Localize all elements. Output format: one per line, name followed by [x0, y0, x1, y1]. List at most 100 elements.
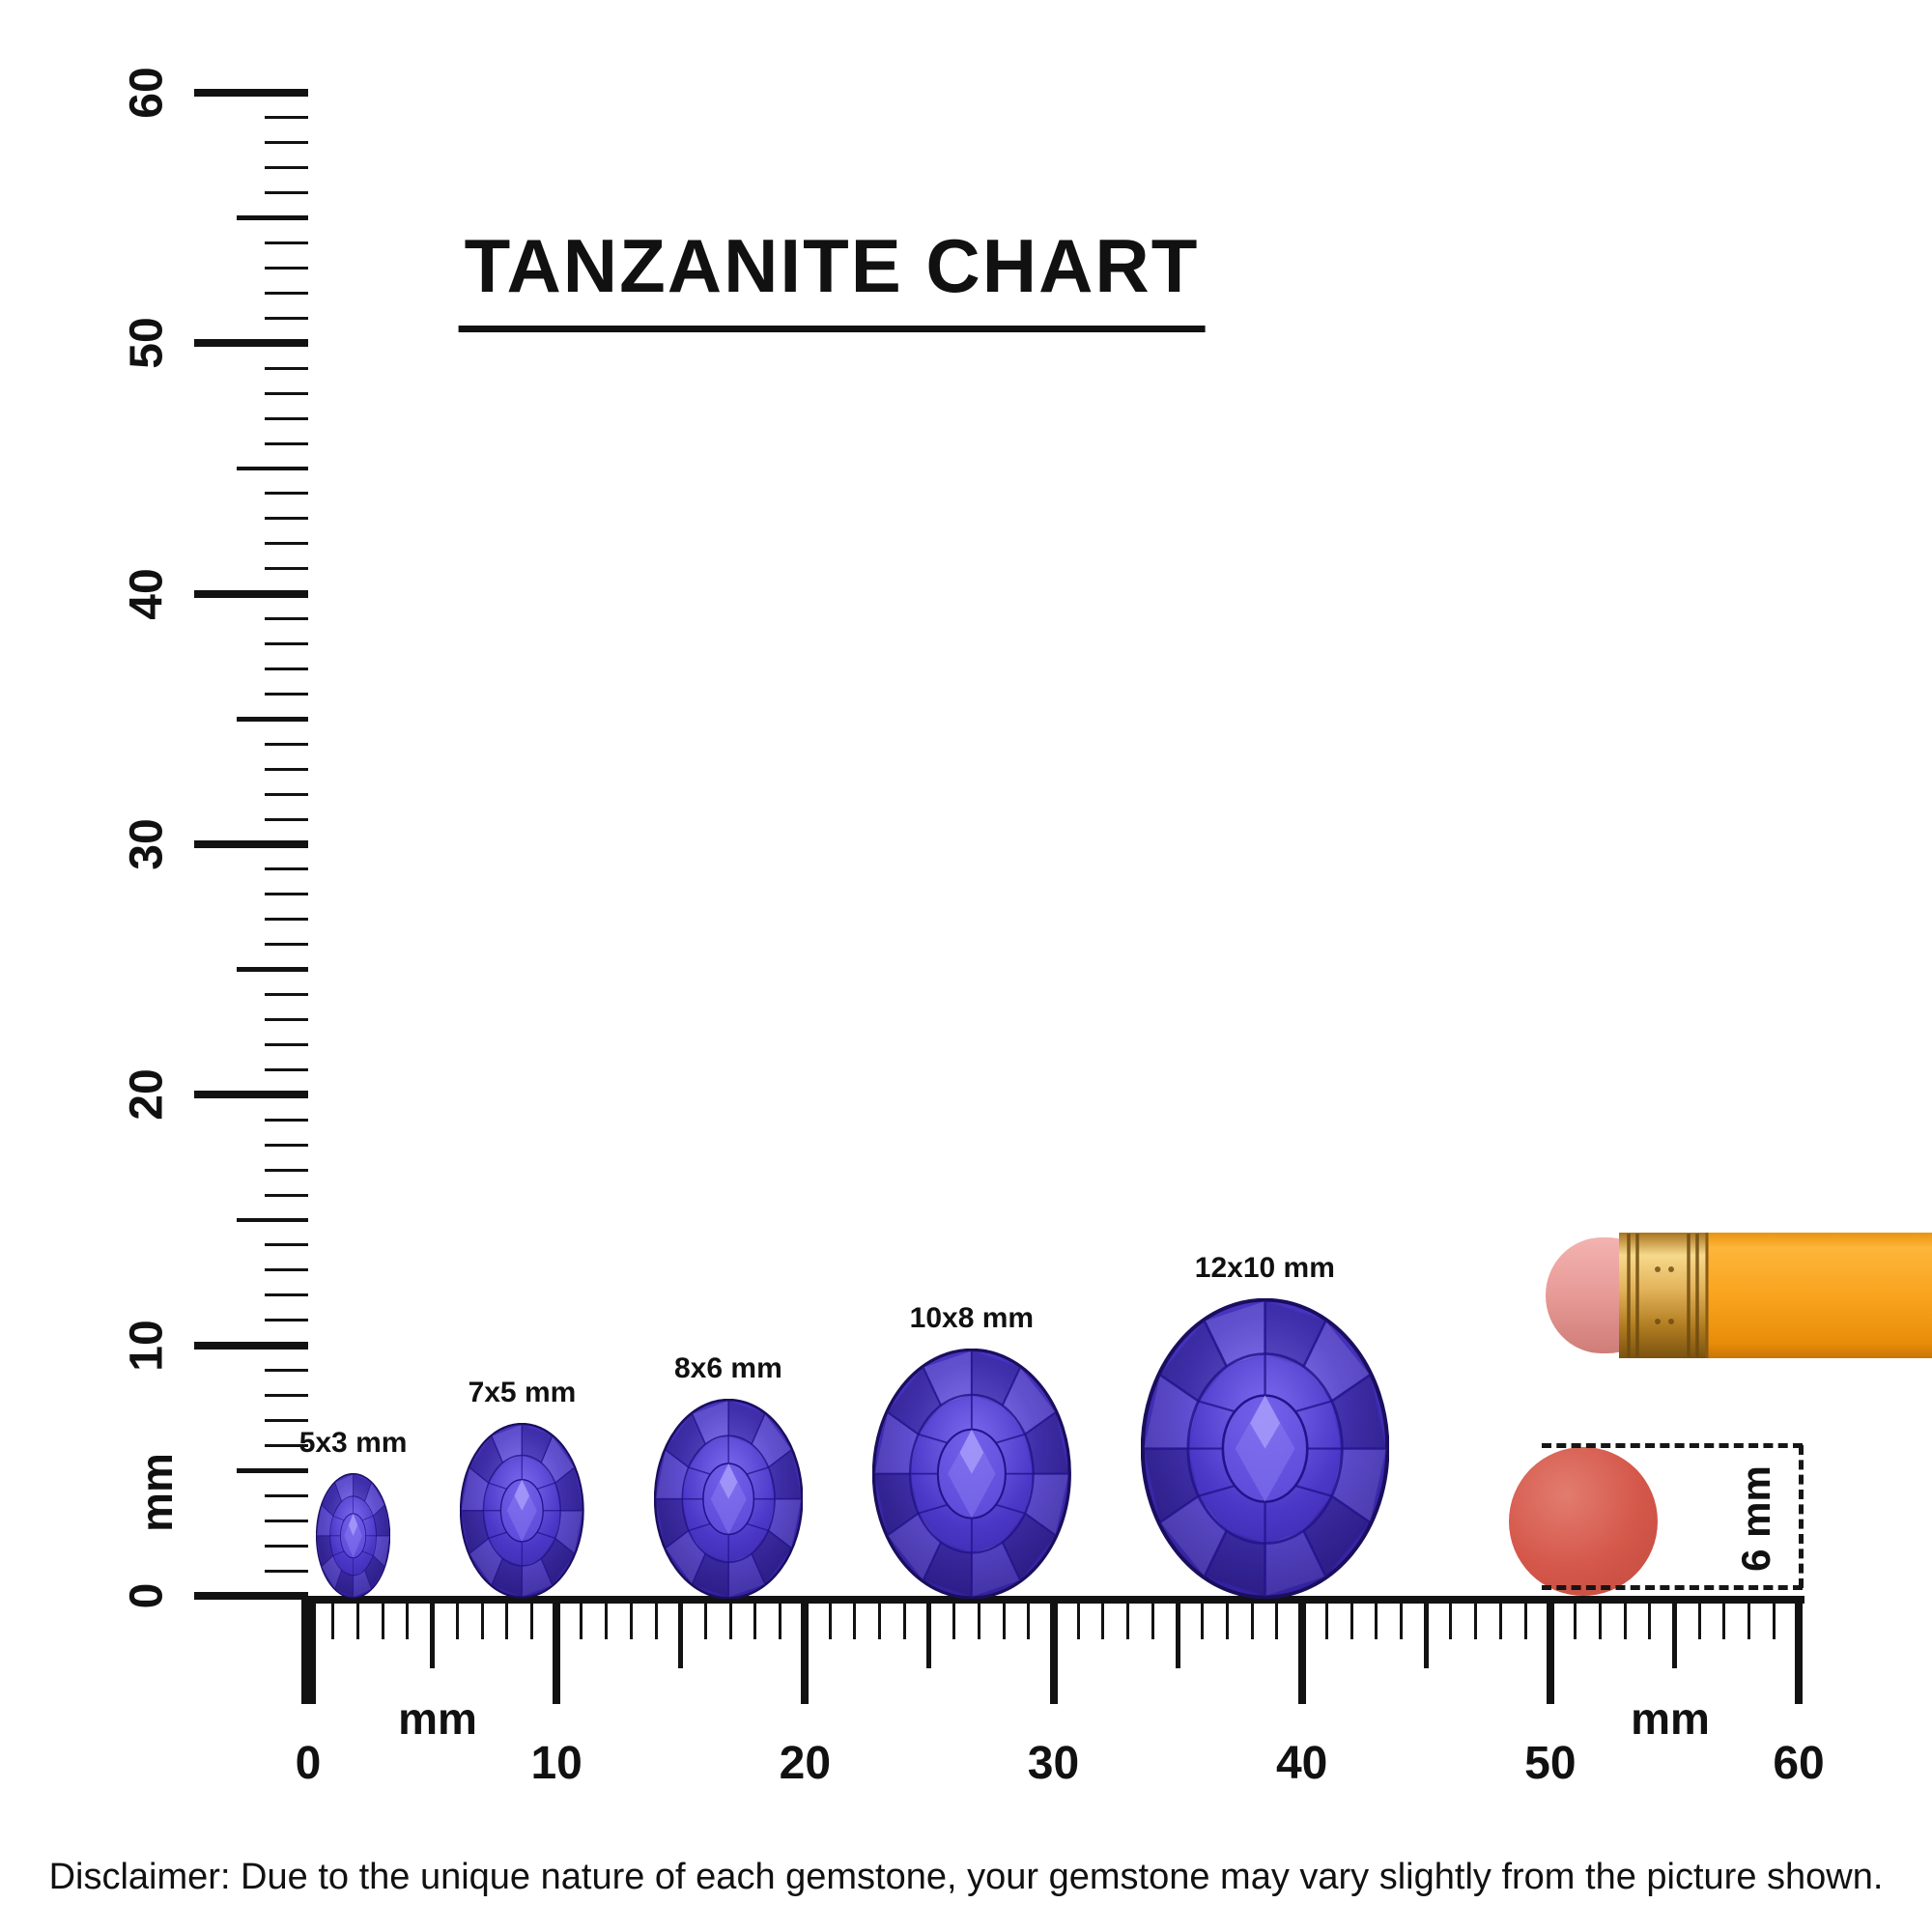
- vertical-ruler-tick: [265, 191, 308, 195]
- gem-illustration: [1141, 1298, 1389, 1599]
- gem-illustration: [872, 1348, 1071, 1599]
- horizontal-ruler-tick: [678, 1596, 684, 1668]
- vertical-ruler-tick: [265, 242, 308, 245]
- horizontal-ruler-tick: [455, 1596, 459, 1639]
- horizontal-ruler-tick: [902, 1596, 906, 1639]
- gem-illustration: [460, 1423, 584, 1599]
- horizontal-ruler-tick: [1226, 1596, 1230, 1639]
- vertical-ruler-tick: [265, 492, 308, 496]
- horizontal-ruler-tick: [926, 1596, 932, 1668]
- gem-size-label: 8x6 mm: [674, 1351, 782, 1384]
- vertical-ruler-tick: [265, 567, 308, 571]
- gem-size-label: 7x5 mm: [468, 1377, 577, 1409]
- vertical-ruler-tick: [265, 441, 308, 445]
- horizontal-ruler-tick: [1350, 1596, 1353, 1639]
- horizontal-ruler-tick: [629, 1596, 633, 1639]
- horizontal-ruler-tick: [1275, 1596, 1279, 1639]
- gem-oval-8x6mm: [653, 1398, 804, 1599]
- horizontal-ruler-tick: [1574, 1596, 1577, 1639]
- horizontal-ruler-tick: [1671, 1596, 1677, 1668]
- horizontal-ruler-tick: [1101, 1596, 1105, 1639]
- vertical-ruler-tick: [265, 1443, 308, 1447]
- vertical-ruler-tick: [237, 215, 308, 220]
- vertical-ruler-tick: [265, 792, 308, 796]
- eraser-dot: [1509, 1447, 1658, 1596]
- gem-size-label: 10x8 mm: [909, 1301, 1035, 1334]
- vertical-ruler-tick: [265, 416, 308, 420]
- horizontal-ruler-tick: [1772, 1596, 1776, 1639]
- vertical-ruler-tick: [265, 1067, 308, 1071]
- vertical-ruler-tick: [265, 1018, 308, 1022]
- horizontal-ruler-unit-label-right: mm: [1631, 1693, 1710, 1744]
- horizontal-ruler-tick: [853, 1596, 857, 1639]
- vertical-ruler-tick: [265, 116, 308, 120]
- horizontal-ruler-tick: [1423, 1596, 1429, 1668]
- horizontal-ruler-unit-label-left: mm: [398, 1693, 477, 1744]
- horizontal-ruler-tick: [1722, 1596, 1726, 1639]
- horizontal-ruler-tick: [480, 1596, 484, 1639]
- horizontal-ruler-tick: [1324, 1596, 1328, 1639]
- horizontal-ruler-tick: [355, 1596, 359, 1639]
- vertical-ruler-tick: [265, 742, 308, 746]
- vertical-ruler-tick: [194, 1341, 308, 1350]
- gem-oval-10x8mm: [872, 1348, 1071, 1599]
- horizontal-ruler-number: 30: [1027, 1738, 1080, 1789]
- vertical-ruler-tick: [265, 1243, 308, 1247]
- vertical-ruler-tick: [265, 291, 308, 295]
- vertical-ruler-tick: [194, 1091, 308, 1099]
- horizontal-ruler-tick: [877, 1596, 881, 1639]
- measure-dash-right: [1799, 1445, 1804, 1588]
- horizontal-ruler-tick: [1027, 1596, 1031, 1639]
- vertical-ruler-tick: [265, 1418, 308, 1422]
- horizontal-ruler-tick: [1598, 1596, 1602, 1639]
- horizontal-ruler-tick: [753, 1596, 757, 1639]
- horizontal-ruler-tick: [828, 1596, 832, 1639]
- vertical-ruler-tick: [237, 1217, 308, 1223]
- vertical-ruler-tick: [265, 1544, 308, 1548]
- horizontal-ruler-tick: [1126, 1596, 1130, 1639]
- gem-illustration: [316, 1473, 391, 1599]
- horizontal-ruler-tick: [1697, 1596, 1701, 1639]
- vertical-ruler-tick: [265, 391, 308, 395]
- vertical-ruler-tick: [265, 1569, 308, 1573]
- horizontal-ruler-tick: [1546, 1596, 1554, 1704]
- vertical-ruler-tick: [265, 1394, 308, 1398]
- horizontal-ruler-tick: [1002, 1596, 1006, 1639]
- horizontal-ruler-tick: [1523, 1596, 1527, 1639]
- horizontal-ruler-tick: [1648, 1596, 1652, 1639]
- horizontal-ruler-tick: [605, 1596, 609, 1639]
- vertical-ruler-tick: [265, 1369, 308, 1373]
- horizontal-ruler-tick: [1747, 1596, 1751, 1639]
- horizontal-ruler-tick: [779, 1596, 782, 1639]
- vertical-ruler-tick: [265, 1293, 308, 1297]
- vertical-ruler-tick: [265, 1143, 308, 1147]
- vertical-ruler-tick: [265, 267, 308, 270]
- gem-size-label: 5x3 mm: [298, 1427, 408, 1460]
- horizontal-ruler-tick: [553, 1596, 561, 1704]
- vertical-ruler-tick: [265, 667, 308, 670]
- measure-dash-bottom: [1542, 1585, 1803, 1590]
- vertical-ruler-tick: [265, 943, 308, 947]
- vertical-ruler-tick: [237, 1468, 308, 1473]
- pencil-icon: [1546, 1233, 1932, 1358]
- horizontal-ruler-tick: [1449, 1596, 1453, 1639]
- horizontal-ruler-tick: [703, 1596, 707, 1639]
- horizontal-ruler-number: 50: [1524, 1738, 1577, 1789]
- horizontal-ruler-tick: [1297, 1596, 1306, 1704]
- vertical-ruler-tick: [265, 1268, 308, 1272]
- vertical-ruler-tick: [194, 339, 308, 348]
- horizontal-ruler-tick: [1049, 1596, 1058, 1704]
- vertical-ruler-tick: [237, 466, 308, 471]
- vertical-ruler-tick: [265, 1193, 308, 1197]
- horizontal-ruler-tick: [1623, 1596, 1627, 1639]
- horizontal-ruler-tick: [654, 1596, 658, 1639]
- horizontal-ruler-tick: [952, 1596, 956, 1639]
- horizontal-ruler-number: 20: [779, 1738, 832, 1789]
- vertical-ruler-tick: [265, 1493, 308, 1497]
- vertical-ruler-tick: [265, 366, 308, 370]
- vertical-ruler-tick: [265, 316, 308, 320]
- horizontal-ruler-tick: [1250, 1596, 1254, 1639]
- gem-oval-12x10mm: [1141, 1298, 1389, 1599]
